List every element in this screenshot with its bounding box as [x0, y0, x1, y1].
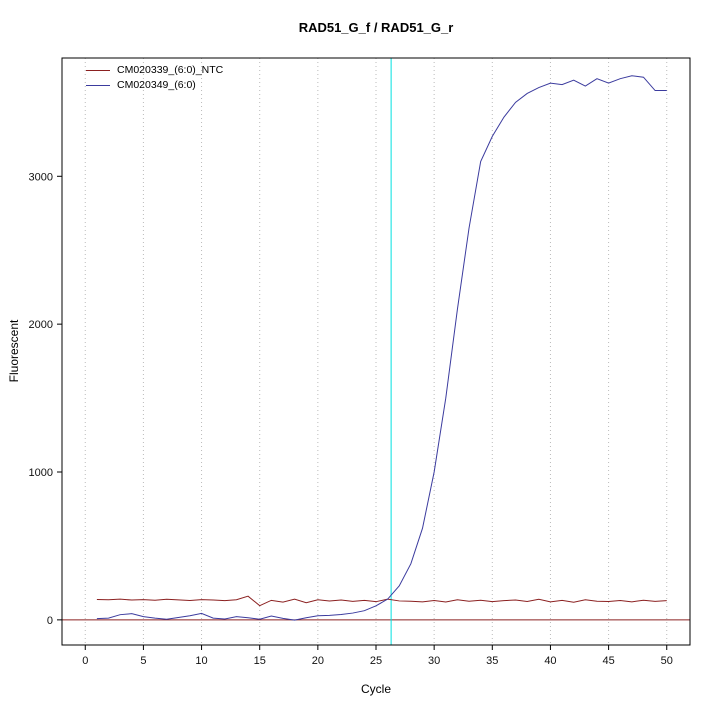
x-tick-label: 0 — [82, 655, 88, 667]
x-axis-label: Cycle — [360, 682, 391, 696]
x-tick-label: 40 — [544, 655, 556, 667]
legend-label-ntc: CM020339_(6:0)_NTC — [117, 64, 224, 76]
y-axis-label: Fluorescent — [7, 319, 21, 383]
legend: CM020339_(6:0)_NTC CM020349_(6:0) — [86, 64, 223, 91]
y-tick-label: 1000 — [29, 467, 53, 479]
x-tick-label: 35 — [486, 655, 498, 667]
y-tick-label: 0 — [47, 615, 53, 627]
legend-item-ntc: CM020339_(6:0)_NTC — [86, 64, 223, 76]
x-tick-label: 50 — [661, 655, 673, 667]
x-tick-label: 30 — [428, 655, 440, 667]
legend-item-sample: CM020349_(6:0) — [86, 79, 223, 91]
x-tick-label: 5 — [140, 655, 146, 667]
y-tick-label: 2000 — [29, 319, 53, 331]
y-tick-label: 3000 — [29, 171, 53, 183]
legend-line-swatch-ntc — [86, 69, 110, 71]
x-tick-label: 10 — [195, 655, 207, 667]
x-tick-label: 15 — [254, 655, 266, 667]
x-tick-label: 25 — [370, 655, 382, 667]
x-tick-label: 45 — [602, 655, 614, 667]
chart-title: RAD51_G_f / RAD51_G_r — [298, 20, 454, 35]
x-tick-label: 20 — [312, 655, 324, 667]
legend-line-swatch-sample — [86, 84, 110, 86]
legend-label-sample: CM020349_(6:0) — [117, 79, 196, 91]
